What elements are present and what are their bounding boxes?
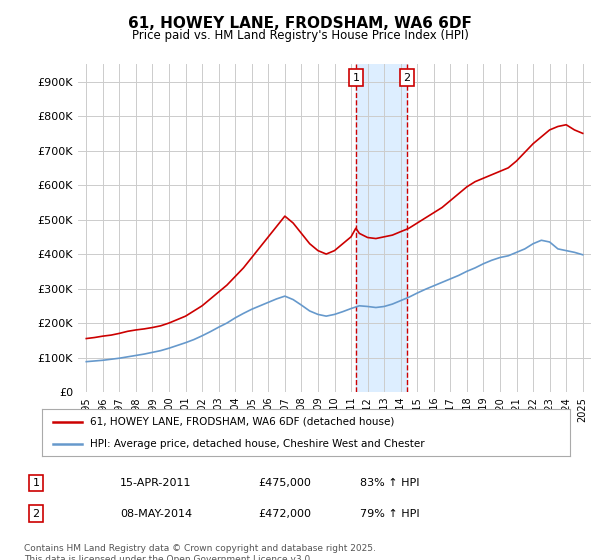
Text: 61, HOWEY LANE, FRODSHAM, WA6 6DF (detached house): 61, HOWEY LANE, FRODSHAM, WA6 6DF (detac… bbox=[89, 417, 394, 427]
Text: 1: 1 bbox=[352, 72, 359, 82]
Text: 1: 1 bbox=[32, 478, 40, 488]
Text: 61, HOWEY LANE, FRODSHAM, WA6 6DF: 61, HOWEY LANE, FRODSHAM, WA6 6DF bbox=[128, 16, 472, 31]
Text: HPI: Average price, detached house, Cheshire West and Chester: HPI: Average price, detached house, Ches… bbox=[89, 438, 424, 449]
Text: 2: 2 bbox=[32, 509, 40, 519]
Text: Contains HM Land Registry data © Crown copyright and database right 2025.
This d: Contains HM Land Registry data © Crown c… bbox=[24, 544, 376, 560]
Bar bbox=[356, 64, 407, 392]
Text: 2: 2 bbox=[403, 72, 410, 82]
Text: 83% ↑ HPI: 83% ↑ HPI bbox=[360, 478, 419, 488]
Text: 08-MAY-2014: 08-MAY-2014 bbox=[120, 509, 192, 519]
Text: £475,000: £475,000 bbox=[258, 478, 311, 488]
Text: 79% ↑ HPI: 79% ↑ HPI bbox=[360, 509, 419, 519]
Text: £472,000: £472,000 bbox=[258, 509, 311, 519]
Text: 15-APR-2011: 15-APR-2011 bbox=[120, 478, 191, 488]
Text: Price paid vs. HM Land Registry's House Price Index (HPI): Price paid vs. HM Land Registry's House … bbox=[131, 29, 469, 42]
